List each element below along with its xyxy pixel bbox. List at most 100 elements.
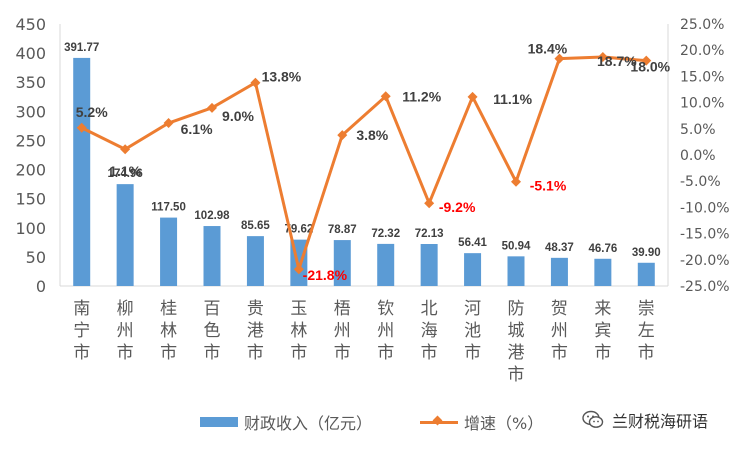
growth-value-label: 18.7%: [597, 53, 637, 69]
y-right-tick-label: 20.0%: [680, 43, 724, 59]
legend-item-growth: 增速（%）: [420, 410, 543, 434]
y-right-tick-label: -5.0%: [680, 174, 721, 190]
x-category-label: 州: [377, 321, 394, 341]
x-category-label: 市: [204, 343, 221, 363]
x-category-label: 市: [594, 343, 611, 363]
growth-value-label: -21.8%: [303, 267, 348, 283]
x-category-label: 钦: [377, 299, 394, 319]
growth-value-label: -9.2%: [439, 199, 476, 215]
bar-value-label: 78.87: [328, 224, 357, 236]
y-left-tick-label: 450: [15, 15, 46, 34]
growth-marker: [337, 130, 348, 141]
bar-value-label: 391.77: [64, 42, 99, 54]
x-category-label: 来: [594, 299, 611, 319]
x-category-label: 海: [421, 321, 438, 341]
y-left-tick-label: 100: [15, 219, 46, 238]
y-right-tick-label: -20.0%: [680, 253, 730, 269]
bar-value-label: 50.94: [502, 240, 531, 252]
y-right-tick-label: -10.0%: [680, 200, 730, 216]
x-category-label: 玉: [290, 299, 307, 319]
x-category-label: 河: [464, 299, 481, 319]
growth-marker: [424, 198, 435, 209]
growth-marker: [380, 91, 391, 102]
x-category-label: 港: [508, 343, 525, 363]
x-category-label: 林: [290, 321, 307, 341]
x-category-label: 市: [117, 343, 134, 363]
y-right-tick-label: 0.0%: [680, 148, 716, 164]
bar-value-label: 56.41: [458, 237, 487, 249]
bar: [550, 257, 568, 286]
growth-marker: [641, 55, 652, 66]
bar: [420, 244, 438, 286]
y-left-tick-label: 400: [15, 44, 46, 63]
watermark-text: 兰财税海研语: [612, 412, 709, 431]
bar: [116, 184, 134, 286]
x-category-label: 港: [247, 321, 264, 341]
watermark: 兰财税海研语: [582, 408, 708, 432]
growth-marker: [467, 91, 478, 102]
bar-value-label: 102.98: [194, 210, 230, 222]
growth-value-label: 13.8%: [262, 69, 302, 85]
growth-line: [81, 55, 647, 271]
x-category-label: 市: [638, 343, 655, 363]
bar: [637, 262, 655, 286]
bar: [73, 57, 91, 286]
bar-value-label: 72.32: [371, 228, 400, 240]
x-category-label: 左: [638, 321, 655, 341]
bar-value-label: 85.65: [241, 220, 270, 232]
x-category-label: 市: [421, 343, 438, 363]
growth-marker: [207, 102, 217, 113]
x-category-label: 宾: [594, 321, 611, 341]
x-category-label: 池: [464, 321, 481, 341]
y-right-tick-label: 15.0%: [680, 69, 724, 85]
x-category-label: 百: [204, 299, 221, 319]
x-category-label: 市: [508, 365, 525, 385]
bar-value-label: 117.50: [151, 202, 186, 214]
y-left-tick-label: 350: [15, 73, 46, 92]
growth-marker: [511, 176, 521, 187]
growth-marker: [250, 77, 261, 88]
x-category-label: 梧: [334, 299, 351, 319]
growth-value-label: -5.1%: [530, 178, 567, 194]
y-left-tick-label: 250: [15, 131, 46, 150]
growth-marker: [293, 264, 304, 275]
x-category-label: 南: [73, 299, 90, 319]
x-category-label: 贺: [551, 299, 568, 319]
bar: [203, 226, 221, 286]
y-left-tick-label: 150: [15, 190, 46, 209]
growth-marker: [120, 144, 131, 155]
x-category-label: 市: [160, 343, 177, 363]
y-right-tick-label: -25.0%: [680, 279, 730, 295]
x-category-label: 桂: [160, 299, 177, 319]
bar-value-label: 39.90: [632, 247, 661, 259]
bar: [160, 217, 178, 286]
wechat-icon: [582, 410, 604, 430]
x-category-label: 市: [73, 343, 90, 363]
legend-swatch-growth: [420, 417, 458, 427]
bar-value-label: 46.76: [588, 243, 617, 255]
x-category-label: 州: [117, 321, 134, 341]
growth-marker: [554, 53, 565, 64]
y-right-tick-label: -15.0%: [680, 227, 730, 243]
y-left-tick-label: 50: [26, 248, 46, 267]
x-category-label: 崇: [638, 299, 655, 319]
bar-value-label: 174.96: [108, 168, 143, 180]
y-right-tick-label: 10.0%: [680, 96, 724, 112]
growth-value-label: 1.1%: [109, 163, 141, 179]
x-category-label: 北: [421, 299, 438, 319]
growth-value-label: 3.8%: [356, 127, 388, 143]
growth-value-label: 6.1%: [181, 121, 213, 137]
x-category-label: 州: [551, 321, 568, 341]
y-right-tick-label: 25.0%: [680, 17, 724, 33]
legend-swatch-revenue: [200, 417, 238, 427]
growth-value-label: 5.2%: [76, 104, 108, 120]
x-category-label: 防: [508, 299, 525, 319]
growth-value-label: 11.2%: [402, 88, 441, 104]
growth-marker: [163, 118, 174, 129]
y-right-tick-label: 5.0%: [680, 122, 716, 138]
legend-label-revenue: 财政收入（亿元）: [244, 414, 373, 433]
bar: [464, 253, 482, 286]
growth-value-label: 18.4%: [528, 41, 568, 57]
y-left-tick-label: 200: [15, 161, 46, 180]
